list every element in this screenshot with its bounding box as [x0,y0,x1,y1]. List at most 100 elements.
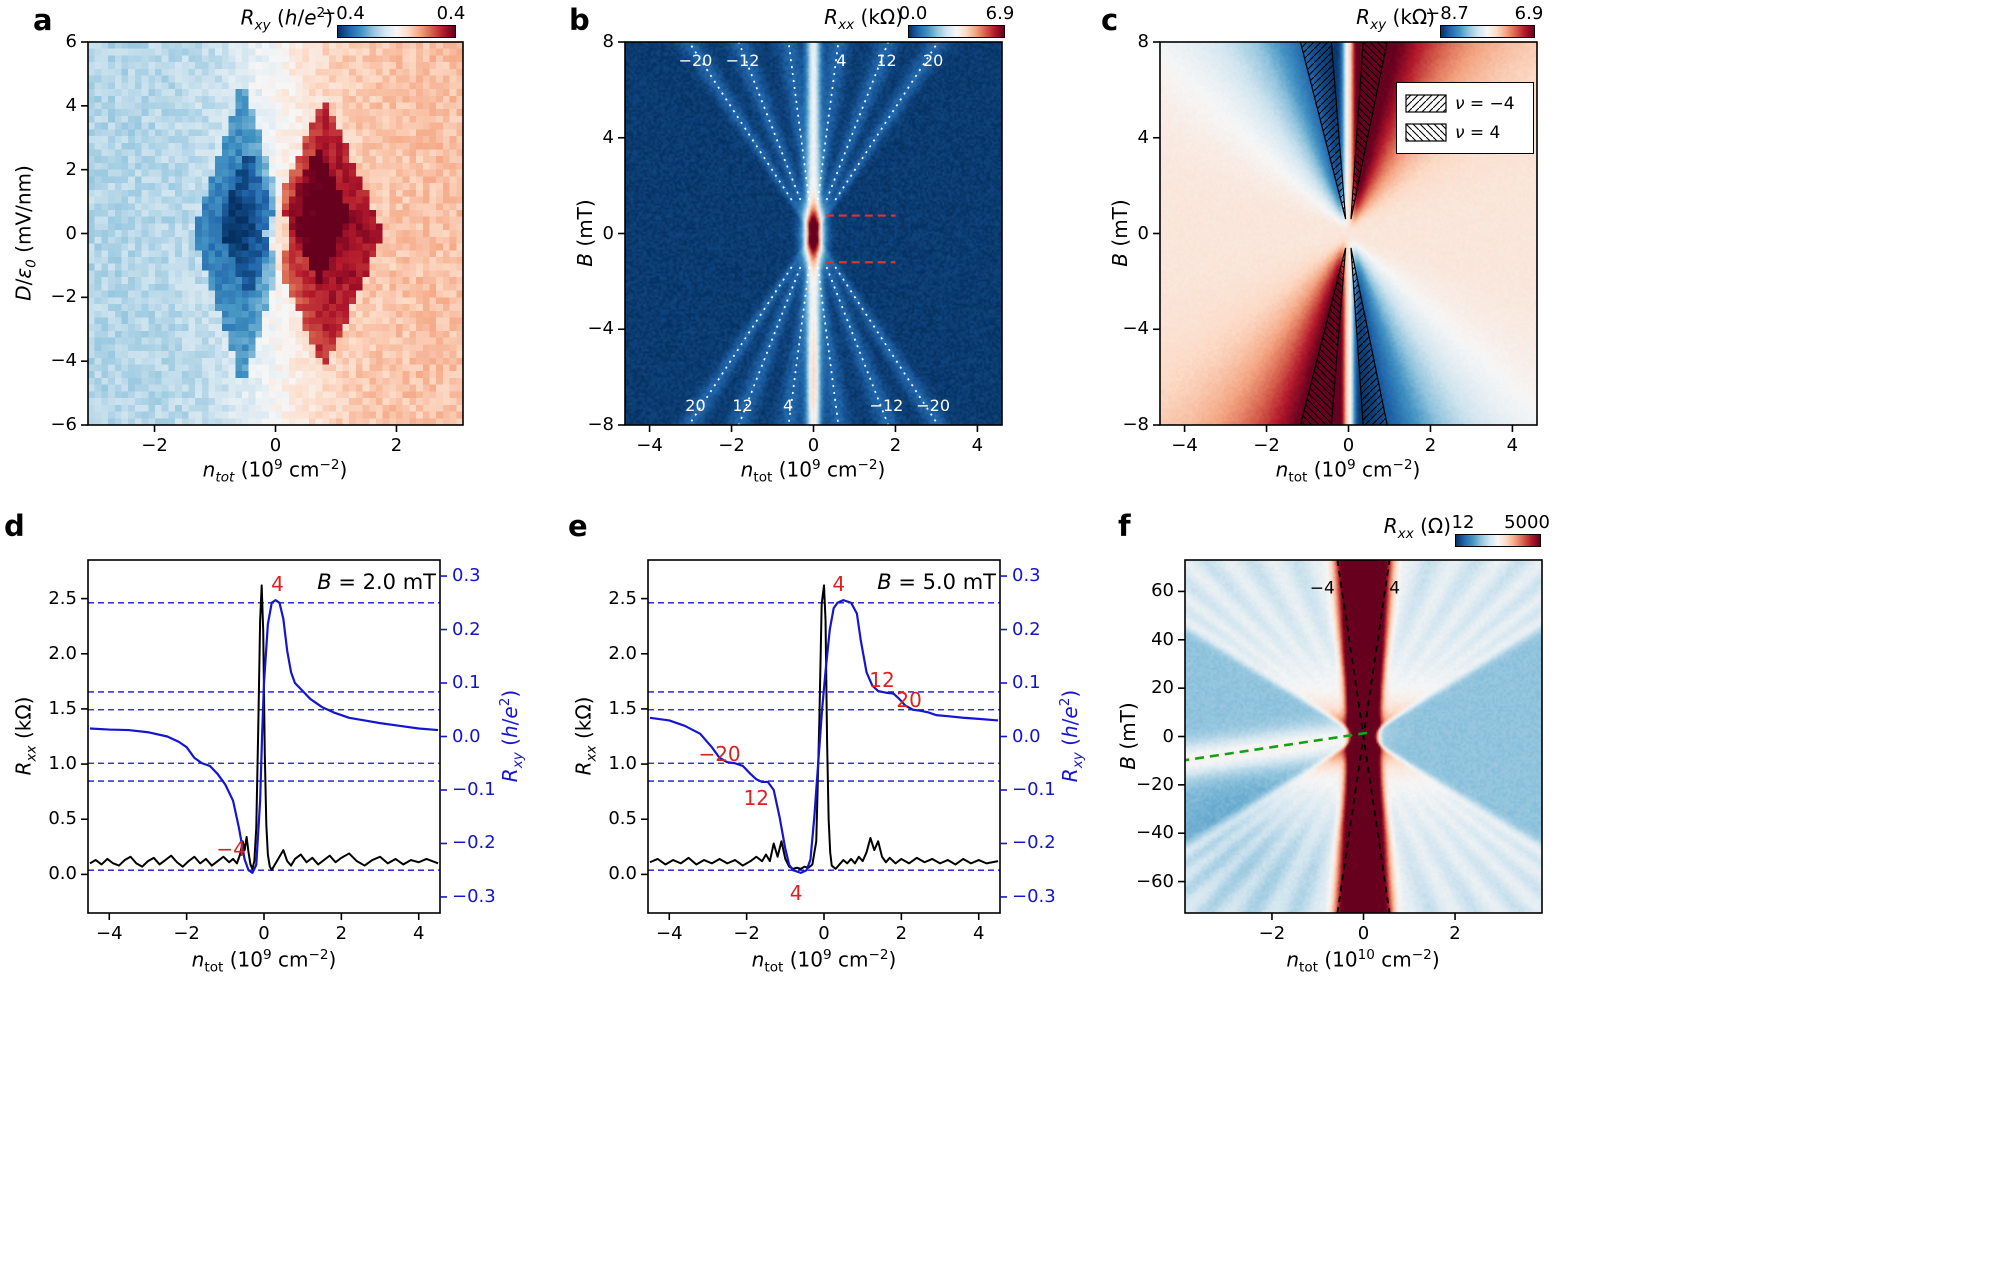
y-tick-label: 1.0 [48,753,77,775]
y-axis-label-e-right: Rxy (h/e2) [1057,689,1086,783]
y-tick-label: 2.0 [48,642,77,664]
y-tick-label: 20 [1151,677,1174,699]
annotation-−4: −4 [1309,578,1335,599]
x-tick-label: 0 [1342,435,1355,456]
x-tick-label: 2 [390,435,403,456]
y-tick-label: 0 [602,222,614,244]
right-y-tick-label: −0.3 [452,885,496,907]
y-tick-label: 8 [602,31,614,52]
annotation-−4: −4 [216,836,246,861]
colorbar-max-b: 6.9 [985,3,1015,24]
y-tick-label: −40 [1136,822,1174,844]
plot-frame [87,41,464,426]
colorbar-max-a: 0.4 [436,3,466,24]
annotation-−20: −20 [916,395,951,415]
x-axis-label-c: ntot (109 cm−2) [1275,457,1421,486]
annotation-−20: −20 [698,742,741,767]
series-Rxx [89,584,439,871]
x-tick-label: −2 [141,435,168,456]
legend-label-nu-minus4: ν = −4 [1455,93,1515,114]
x-tick-label: −2 [173,923,200,944]
y-tick-label: 1.5 [48,697,77,719]
hatch-region-nu--4-bottom [1350,247,1388,425]
field-annotation: B = 5.0 mT [877,570,996,594]
colorbar-min-b: 0.0 [898,3,928,24]
y-tick-label: 0.5 [48,808,77,830]
y-tick-label: −4 [1122,318,1149,340]
colorbar-gradient-b [908,25,1005,38]
fan-dotted-nu12-bottom [737,266,802,425]
x-tick-label: −2 [733,923,760,944]
x-tick-label: −4 [95,923,123,944]
y-tick-label: 0.5 [608,808,637,830]
y-axis-label-c: B (mT) [1108,199,1132,267]
colorbar-gradient-f [1455,534,1541,547]
y-tick-label: 0 [1137,222,1149,244]
y-tick-label: 0.0 [48,863,77,885]
y-tick-label: −2 [50,286,77,308]
x-tick-label: −2 [1253,435,1280,456]
x-tick-label: 4 [412,923,425,944]
x-tick-label: 0 [269,435,282,456]
x-tick-label: −4 [636,435,663,456]
plot-svg-d [81,559,447,920]
x-axis-label-d: ntot (109 cm−2) [191,947,337,976]
right-y-tick-label: −0.1 [452,778,496,800]
series-Rxy [649,599,999,874]
y-tick-label: 0.0 [608,863,637,885]
y-tick-label: 2 [65,158,77,180]
y-axis-label-b: B (mT) [573,199,597,267]
colorbar-min-f: 12 [1451,512,1475,533]
right-y-tick-label: 0.1 [1012,672,1041,693]
y-axis-label-e-left: Rxx (kΩ) [571,696,600,776]
right-y-tick-label: 0.2 [1012,618,1041,640]
right-y-tick-label: 0.1 [452,672,481,693]
annotation-20: 20 [896,688,922,713]
x-axis-label-e: ntot (109 cm−2) [751,947,897,976]
fan-dotted-nu-12-bottom [825,266,890,425]
y-tick-label: 6 [65,31,77,52]
x-tick-label: 4 [1506,435,1519,456]
plot-svg-f [1178,559,1543,920]
annotation-−12: −12 [869,395,904,415]
panel-letter-b: b [569,3,590,37]
right-y-tick-label: −0.3 [1012,885,1056,907]
right-y-tick-label: −0.2 [452,832,496,854]
heatmap-b [625,42,1002,425]
right-y-tick-label: −0.2 [1012,832,1056,854]
fan-dotted-nu12-top [825,42,890,201]
x-tick-label: 2 [335,923,348,944]
x-tick-label: 2 [1424,435,1437,456]
series-Rxx [649,584,999,870]
plot-frame [624,41,1003,426]
y-tick-label: 4 [65,94,77,116]
colorbar-max-c: 6.9 [1514,3,1544,24]
annotation-4: 4 [1389,578,1401,599]
panel-letter-a: a [33,3,53,37]
colorbar-title-a: Rxy (h/e2) [240,5,333,34]
heatmap-a [88,42,463,425]
hatch-region-nu-4-top [1350,42,1388,220]
plot-svg-b [618,41,1003,432]
x-tick-label: 0 [818,923,830,944]
x-axis-label-f: ntot (1010 cm−2) [1286,947,1440,976]
y-tick-label: 0 [1162,725,1174,747]
x-tick-label: −4 [1171,435,1198,456]
annotation-20: 20 [685,395,706,415]
y-axis-label-a: D/ε0 (mV/nm) [11,165,40,301]
annotation-4: 4 [271,572,284,597]
y-axis-label-d-right: Rxy (h/e2) [497,689,526,783]
y-tick-label: −4 [50,350,77,372]
colorbar-gradient-a [337,25,456,38]
y-tick-label: 2.0 [608,642,637,664]
panel-letter-d: d [4,509,25,543]
annotation-−12: −12 [725,51,760,71]
x-tick-label: 2 [889,435,902,456]
panel-letter-e: e [568,509,588,543]
y-tick-label: 4 [602,126,614,148]
nu-minus4-dashed-line [1336,560,1391,913]
right-y-tick-label: 0.3 [1012,565,1041,587]
x-tick-label: 0 [807,435,820,456]
annotation-20: 20 [922,51,944,71]
y-tick-label: 40 [1151,628,1174,650]
